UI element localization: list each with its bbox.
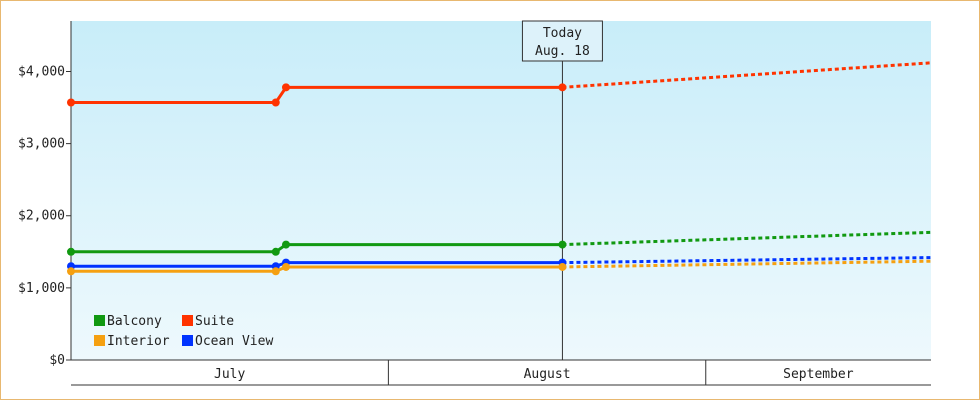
today-label-box <box>521 20 603 62</box>
data-point-suite <box>558 83 567 92</box>
forecast-line-interior <box>562 259 932 269</box>
y-tick-label: $0 <box>49 353 65 368</box>
month-label: July <box>214 367 245 382</box>
legend-swatch-ocean-view <box>182 335 193 346</box>
forecast-line-balcony <box>562 230 932 247</box>
data-point-suite <box>67 98 75 107</box>
forecast-line-suite <box>562 61 932 89</box>
data-point-interior <box>558 262 567 271</box>
data-point-suite <box>271 98 280 107</box>
y-axis: $0 $1,000 $2,000 $3,000 $4,000 <box>18 21 72 368</box>
forecast-line-ocean-view <box>562 256 932 265</box>
y-tick-label: $1,000 <box>18 281 65 296</box>
series-balcony <box>67 230 932 256</box>
series-line-interior <box>71 265 563 273</box>
legend: Balcony Suite Interior Ocean View <box>94 314 273 349</box>
month-label: August <box>524 367 571 382</box>
data-point-balcony <box>67 247 75 256</box>
data-point-balcony <box>271 247 280 256</box>
series-lines <box>67 61 932 276</box>
data-point-interior <box>67 267 75 276</box>
legend-swatch-interior <box>94 335 105 346</box>
data-point-interior <box>282 262 290 271</box>
y-tick-label: $3,000 <box>18 137 65 152</box>
series-line-suite <box>71 85 563 105</box>
data-point-interior <box>271 267 280 276</box>
data-point-suite <box>282 83 290 92</box>
y-tick-label: $2,000 <box>18 209 65 224</box>
data-point-balcony <box>282 240 290 249</box>
data-point-balcony <box>558 240 567 249</box>
legend-label-suite: Suite <box>195 314 234 329</box>
today-marker: Today Aug. 18 <box>521 20 603 360</box>
legend-label-interior: Interior <box>107 334 170 349</box>
legend-swatch-balcony <box>94 315 105 326</box>
series-interior <box>67 259 932 276</box>
today-label-title: Today <box>543 26 582 41</box>
y-tick-label: $4,000 <box>18 64 65 79</box>
today-label-date: Aug. 18 <box>535 44 590 59</box>
month-label: September <box>783 367 854 382</box>
series-suite <box>67 61 932 107</box>
x-axis: July August September <box>71 359 931 386</box>
legend-swatch-suite <box>182 315 193 326</box>
plot-area <box>71 21 931 360</box>
legend-label-ocean-view: Ocean View <box>195 334 273 349</box>
series-line-ocean-view <box>71 261 563 268</box>
legend-label-balcony: Balcony <box>107 314 162 329</box>
series-line-balcony <box>71 243 563 254</box>
